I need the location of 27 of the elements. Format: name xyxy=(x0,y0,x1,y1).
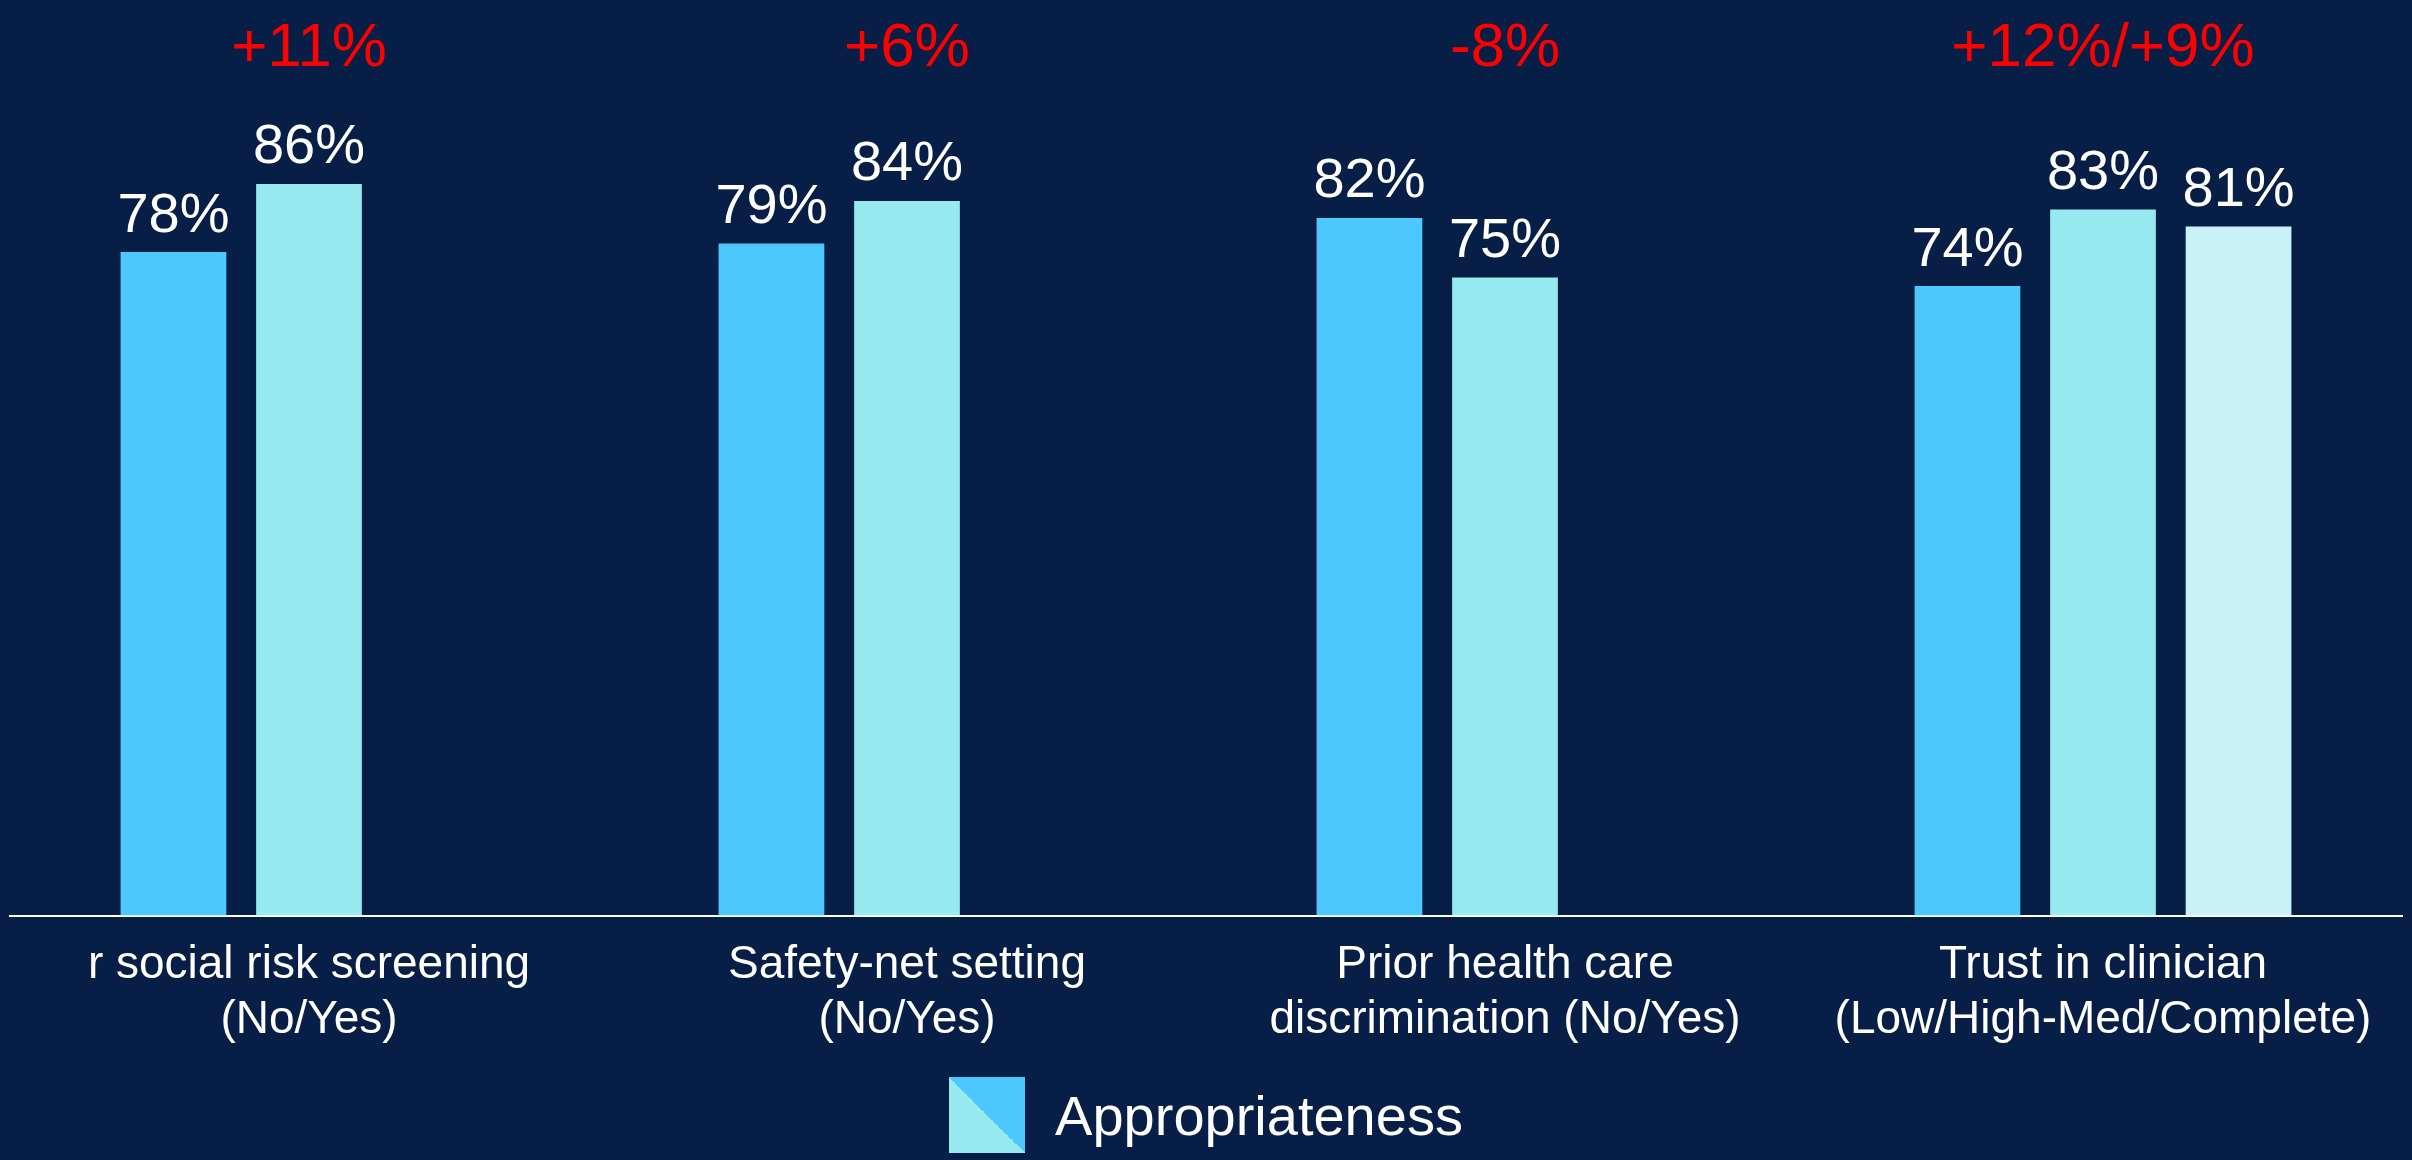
data-label: 81% xyxy=(2182,155,2295,218)
data-label: 79% xyxy=(715,172,828,236)
bar xyxy=(120,252,227,916)
data-label: 83% xyxy=(2046,137,2160,201)
data-label: 74% xyxy=(1911,214,2024,278)
x-tick-label: r social risk screening (No/Yes) xyxy=(87,935,531,1044)
text: +6% xyxy=(844,10,970,80)
bar xyxy=(2185,226,2292,916)
data-label: 75% xyxy=(1448,206,1562,270)
bar xyxy=(1914,286,2021,916)
data-label: 82% xyxy=(1313,146,1426,210)
text: -8% xyxy=(1449,10,1561,80)
legend-title: Appropriateness xyxy=(1055,1082,1463,1148)
bar xyxy=(2050,209,2156,916)
x-tick-label: Trust in clinician (Low/High-Med/Complete) xyxy=(1834,935,2372,1044)
bar xyxy=(854,201,960,916)
bar xyxy=(256,184,362,916)
data-label: 84% xyxy=(850,129,964,193)
bar xyxy=(1316,218,1423,916)
data-label: 86% xyxy=(252,112,366,176)
text: +11% xyxy=(231,10,387,80)
bar xyxy=(718,243,825,916)
data-label: 78% xyxy=(117,180,230,244)
text: +12%/+9% xyxy=(1951,10,2255,80)
x-tick-label: Prior health care discrimination (No/Yes) xyxy=(1269,935,1741,1044)
bar xyxy=(1452,277,1558,916)
x-tick-label: Safety-net setting (No/Yes) xyxy=(728,935,1086,1044)
